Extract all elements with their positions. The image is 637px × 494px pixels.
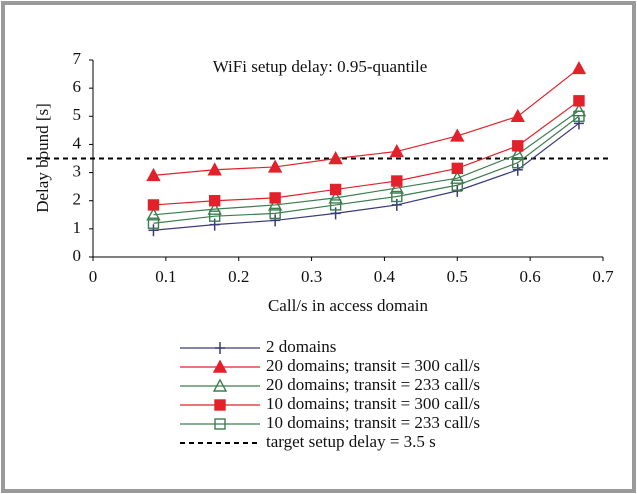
marker xyxy=(146,207,161,221)
marker xyxy=(269,192,281,204)
marker xyxy=(510,108,525,122)
marker xyxy=(147,217,160,229)
marker xyxy=(267,159,283,173)
y-tick-label: 6 xyxy=(73,77,82,96)
marker xyxy=(391,190,403,203)
marker xyxy=(510,146,525,160)
marker xyxy=(329,183,342,196)
legend-marker xyxy=(214,418,226,430)
legend-marker xyxy=(215,342,225,354)
marker xyxy=(391,175,403,187)
marker xyxy=(389,144,404,158)
marker xyxy=(267,197,283,211)
marker xyxy=(573,110,585,122)
marker xyxy=(208,195,221,207)
marker xyxy=(573,95,585,107)
series-line xyxy=(153,110,580,216)
marker xyxy=(328,190,343,204)
y-tick-label: 2 xyxy=(73,190,82,209)
marker xyxy=(451,179,463,191)
legend-label: 20 domains; transit = 300 call/s xyxy=(266,356,480,375)
legend-marker xyxy=(214,399,226,411)
marker xyxy=(571,103,587,117)
marker xyxy=(573,117,584,130)
marker xyxy=(269,207,281,220)
series-line xyxy=(153,100,580,206)
legend-marker xyxy=(212,378,228,392)
x-tick-label: 0.3 xyxy=(301,267,322,286)
legend-label: 10 domains; transit = 300 call/s xyxy=(266,394,480,413)
annotation: WiFi setup delay: 0.95-quantile xyxy=(213,57,428,76)
y-tick-label: 4 xyxy=(73,133,82,152)
y-tick-label: 1 xyxy=(73,218,82,237)
marker xyxy=(451,162,463,175)
series-line xyxy=(153,115,580,224)
marker xyxy=(450,170,465,184)
y-tick-label: 7 xyxy=(73,49,82,68)
legend-label: 20 domains; transit = 233 call/s xyxy=(266,375,480,394)
marker xyxy=(329,199,342,211)
marker xyxy=(389,180,404,194)
marker xyxy=(391,198,402,211)
marker xyxy=(147,199,160,211)
legend-label: 2 domains xyxy=(266,337,336,356)
series-line xyxy=(153,67,580,176)
marker xyxy=(208,210,221,222)
marker xyxy=(512,163,523,176)
x-tick-label: 0 xyxy=(89,267,98,286)
marker xyxy=(512,157,524,169)
marker xyxy=(207,201,222,215)
legend-marker xyxy=(212,359,228,373)
marker xyxy=(207,162,222,176)
x-tick-label: 0.1 xyxy=(155,267,176,286)
x-tick-label: 0.5 xyxy=(447,267,468,286)
legend-label: target setup delay = 3.5 s xyxy=(266,432,436,451)
marker xyxy=(270,214,281,227)
x-tick-label: 0.6 xyxy=(520,267,541,286)
x-tick-label: 0.7 xyxy=(592,267,614,286)
legend-label: 10 domains; transit = 233 call/s xyxy=(266,413,480,432)
marker xyxy=(571,60,587,75)
marker xyxy=(209,218,220,231)
y-axis-label: Delay bound [s] xyxy=(33,103,52,213)
marker xyxy=(146,167,161,182)
y-tick-label: 3 xyxy=(73,161,82,180)
y-tick-label: 0 xyxy=(73,246,82,265)
y-tick-label: 5 xyxy=(73,105,82,124)
marker xyxy=(148,224,159,237)
x-tick-label: 0.4 xyxy=(374,267,396,286)
marker xyxy=(328,151,343,165)
series-line xyxy=(153,122,580,231)
marker xyxy=(330,207,341,220)
marker xyxy=(512,140,524,152)
x-tick-label: 0.2 xyxy=(228,267,249,286)
marker xyxy=(450,128,465,142)
x-axis-label: Call/s in access domain xyxy=(268,296,429,315)
